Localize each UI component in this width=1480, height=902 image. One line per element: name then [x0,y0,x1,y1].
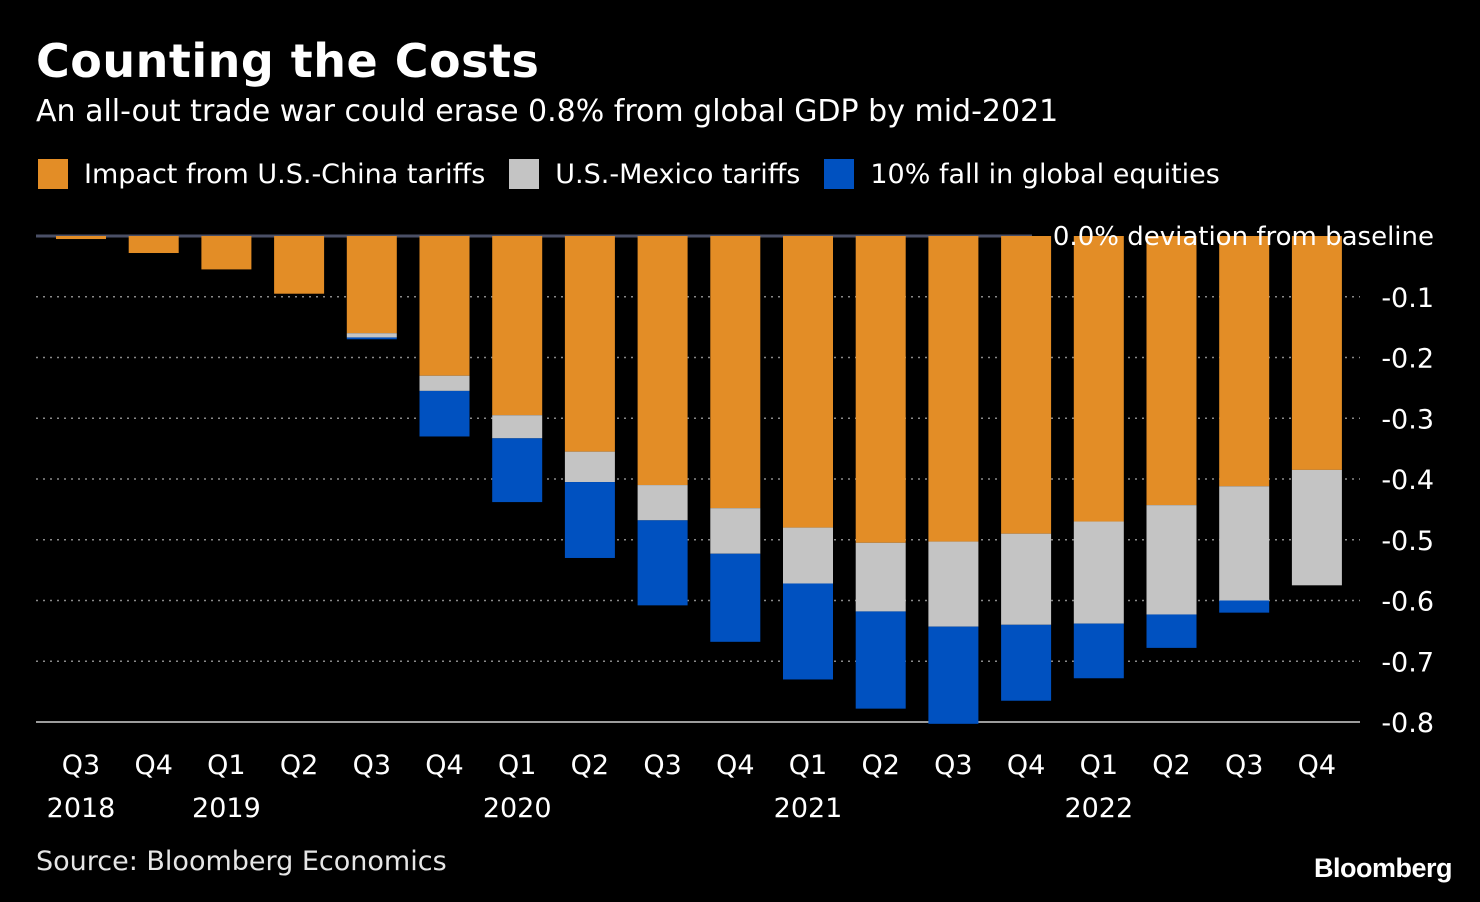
bar-china [128,236,179,254]
x-tick-label: Q4 [1298,750,1336,781]
x-tick-label: Q3 [353,750,391,781]
x-tick-label: Q3 [1225,750,1263,781]
x-year-label: 2019 [192,793,261,824]
y-tick-label: -0.5 [1381,526,1434,557]
chart-subtitle: An all-out trade war could erase 0.8% fr… [36,94,1059,129]
x-tick-label: Q3 [934,750,972,781]
baseline-label: 0.0% deviation from baseline [1053,222,1434,252]
x-tick-label: Q4 [1007,750,1045,781]
x-tick-label: Q1 [498,750,536,781]
bar-china [346,236,397,334]
bars [56,236,1342,724]
x-year-label: 2018 [47,793,116,824]
x-year-label: 2021 [774,793,843,824]
legend-swatch-equities [824,159,855,189]
legend-item-equities: 10% fall in global equities [824,158,1220,190]
bar-equities [855,611,906,709]
bar-china [274,236,325,294]
bar-china [564,236,615,452]
x-tick-label: Q2 [861,750,899,781]
bar-china [1219,236,1270,487]
y-tick-label: -0.6 [1381,587,1434,618]
x-tick-label: Q3 [62,750,100,781]
x-tick-label: Q1 [207,750,245,781]
bar-china [1001,236,1052,534]
legend-item-china: Impact from U.S.-China tariffs [38,159,485,190]
bar-china [1291,236,1342,470]
x-tick-label: Q3 [643,750,681,781]
bar-equities [637,520,688,606]
bar-china [928,236,979,542]
legend-label-equities: 10% fall in global equities [870,158,1220,190]
bloomberg-logo: Bloomberg [1313,853,1453,883]
x-tick-label: Q4 [716,750,754,781]
bar-china [419,236,470,376]
bar-equities [1001,624,1052,701]
legend-swatch-china [38,159,68,189]
x-tick-label: Q1 [789,750,827,781]
bar-mexico [1073,521,1124,624]
bar-china [56,236,106,240]
bar-equities [492,438,543,503]
bar-equities [564,482,615,558]
x-year-label: 2022 [1064,793,1133,824]
bar-mexico [637,485,688,521]
bar-china [492,236,543,416]
bar-china [783,236,833,528]
y-tick-label: -0.8 [1381,708,1434,739]
x-tick-label: Q4 [134,750,172,781]
legend-item-mexico: U.S.-Mexico tariffs [509,159,800,190]
bar-china [855,236,906,543]
bar-equities [1073,623,1124,679]
y-tick-label: -0.4 [1381,465,1434,496]
bar-china [637,236,688,486]
bar-mexico [346,333,397,338]
legend-label-mexico: U.S.-Mexico tariffs [555,158,801,190]
x-tick-label: Q2 [571,750,609,781]
bar-mexico [1001,533,1052,625]
bar-china [201,236,252,270]
bar-equities [1219,600,1270,613]
bar-equities [346,337,397,340]
bar-mexico [710,508,761,554]
chart-title: Counting the Costs [36,34,540,88]
x-tick-label: Q4 [425,750,463,781]
legend-label-china: Impact from U.S.-China tariffs [84,158,486,190]
bar-mexico [783,527,833,584]
bar-china [1146,236,1197,506]
legend: Impact from U.S.-China tariffs U.S.-Mexi… [38,156,1244,192]
bar-china [1073,236,1124,522]
bar-mexico [855,542,906,612]
axes: -0.1 -0.2 -0.3 -0.4 -0.5 -0.6 -0.7 -0.8 0.0% dev… [47,222,1434,824]
bar-mexico [492,415,543,439]
bar-equities [928,626,979,724]
y-tick-label: -0.3 [1381,404,1434,435]
bar-equities [419,390,470,437]
bar-equities [710,553,761,642]
x-tick-label: Q2 [1152,750,1190,781]
bar-mexico [1219,486,1270,601]
bar-mexico [564,451,615,483]
legend-swatch-mexico [509,159,540,189]
bar-mexico [1146,505,1197,615]
bar-equities [1146,614,1197,648]
bar-mexico [419,375,470,391]
bar-china [710,236,761,509]
source-note: Source: Bloomberg Economics [36,846,447,877]
x-year-label: 2020 [483,793,552,824]
x-tick-label: Q2 [280,750,318,781]
bar-equities [783,583,833,680]
y-tick-label: -0.1 [1381,283,1434,314]
bar-mexico [1291,469,1342,586]
x-tick-label: Q1 [1080,750,1118,781]
y-tick-label: -0.7 [1381,647,1434,678]
y-tick-label: -0.2 [1381,344,1434,375]
bar-mexico [928,541,979,627]
